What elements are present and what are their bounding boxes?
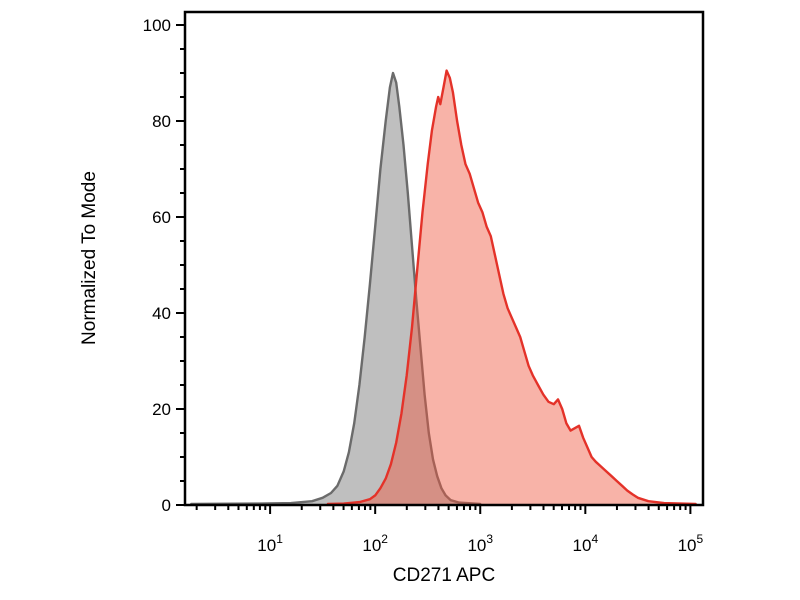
x-tick-label: 105 (678, 532, 704, 555)
series-layer (190, 69, 697, 506)
series-line-cd271-apc-stained (326, 69, 697, 506)
y-tick-label: 20 (152, 400, 171, 419)
y-tick-label: 80 (152, 112, 171, 131)
y-axis-title: Normalized To Mode (79, 171, 100, 345)
y-tick-label: 40 (152, 304, 171, 323)
series-line-gray-control (190, 71, 482, 506)
plot-area (185, 12, 703, 505)
plot-border (183, 10, 705, 507)
y-tick-label: 60 (152, 208, 171, 227)
x-tick-label: 102 (362, 532, 388, 555)
x-axis-title: CD271 APC (393, 565, 495, 586)
axes-layer: 101 102 103 104 105 0 20 40 60 80 100 (143, 16, 704, 555)
x-tick-label: 104 (573, 532, 599, 555)
x-tick-label: 101 (257, 532, 283, 555)
y-tick-label: 0 (162, 496, 171, 515)
series-fill-cd271-apc-stained (327, 70, 696, 505)
y-tick-label: 100 (143, 16, 171, 35)
series-fill-gray-control (191, 73, 481, 505)
x-tick-label: 103 (467, 532, 493, 555)
